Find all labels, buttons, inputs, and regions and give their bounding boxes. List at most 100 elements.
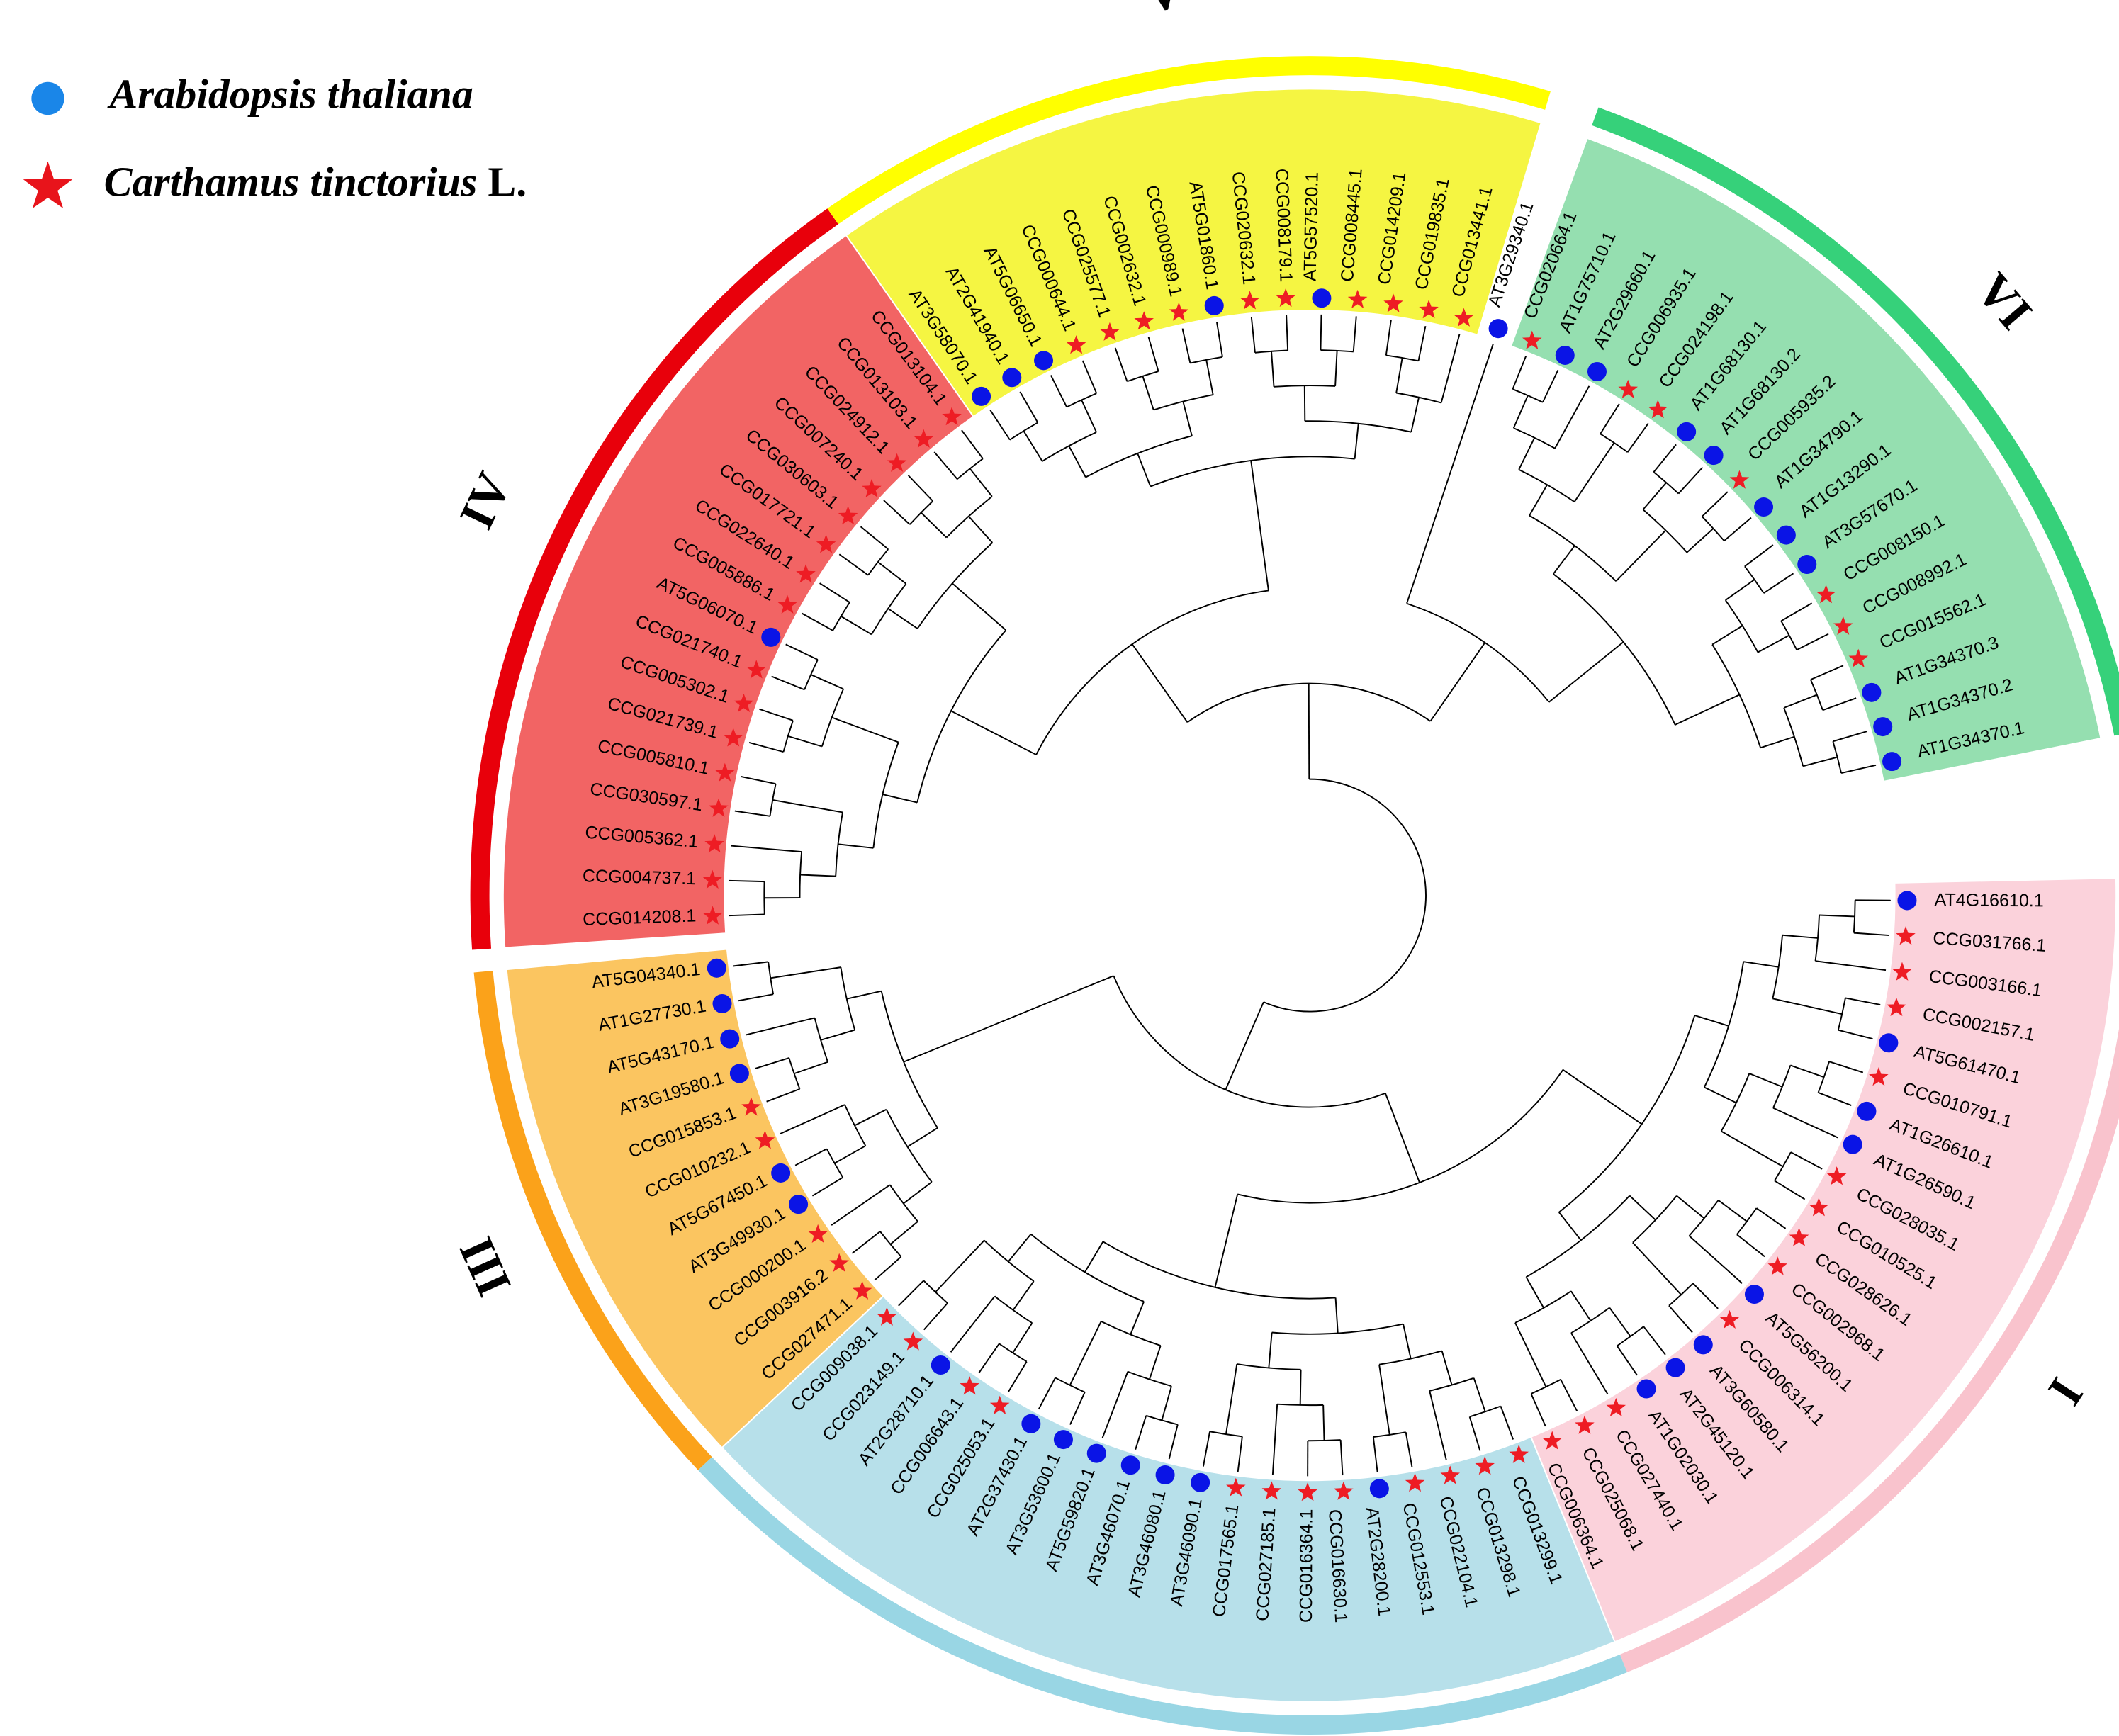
branch [1225, 1001, 1264, 1090]
branch [1760, 735, 1795, 749]
branch [1512, 395, 1529, 429]
carthamus-marker [1816, 585, 1836, 604]
branch [1840, 764, 1877, 774]
branch [1818, 1092, 1852, 1106]
branch [1525, 1276, 1545, 1309]
leaf-label: CCG016364.1 [1296, 1509, 1317, 1623]
branch [1042, 432, 1097, 462]
carthamus-marker [862, 478, 882, 497]
branch [1403, 1324, 1412, 1359]
branch [1668, 1305, 1693, 1334]
carthamus-marker [741, 1097, 761, 1116]
arabidopsis-marker [1879, 1033, 1899, 1053]
branch [1704, 1086, 1737, 1104]
carthamus-marker [960, 1376, 979, 1395]
arabidopsis-marker [1843, 1134, 1862, 1154]
branch [903, 975, 1114, 1063]
branch [1845, 997, 1881, 1005]
branch [772, 799, 843, 813]
carthamus-marker [1100, 322, 1120, 341]
branch [1209, 1431, 1242, 1438]
branch [1609, 1307, 1631, 1337]
branch [810, 674, 844, 690]
arabidopsis-marker [1797, 554, 1817, 574]
branch [994, 1295, 1033, 1324]
branch [1320, 314, 1322, 351]
branch [1385, 320, 1392, 356]
carthamus-marker [1522, 330, 1542, 349]
legend-label: Arabidopsis thaliana [106, 71, 473, 118]
branch [738, 993, 774, 1002]
branch [1101, 1371, 1129, 1438]
carthamus-marker [1542, 1431, 1562, 1450]
branch [969, 468, 993, 497]
branch [1774, 1180, 1806, 1200]
branch [1237, 1436, 1243, 1472]
legend-label: Carthamus tinctorius L. [104, 158, 527, 205]
carthamus-marker [808, 1224, 828, 1243]
branch [883, 500, 911, 525]
arabidopsis-marker [789, 1195, 809, 1214]
branch [1755, 1207, 1787, 1229]
branch [923, 1302, 948, 1331]
legend-authority: L. [488, 158, 527, 205]
branch [1308, 683, 1310, 779]
carthamus-marker [1475, 1456, 1495, 1475]
branch [933, 451, 958, 480]
branch [1225, 1363, 1238, 1435]
branch [1744, 544, 1774, 568]
carthamus-marker [1767, 1256, 1787, 1275]
branch [1271, 351, 1275, 387]
arabidopsis-marker [1587, 362, 1607, 382]
branch [1352, 316, 1357, 352]
branch [841, 615, 872, 636]
branch [1573, 442, 1615, 502]
branch [1114, 347, 1128, 382]
branch [1562, 1069, 1643, 1125]
leaf-label: AT5G57520.1 [1300, 172, 1322, 282]
branch [1286, 315, 1289, 351]
branch [1135, 1415, 1147, 1450]
branch [1548, 641, 1624, 703]
branch [1190, 356, 1223, 364]
clade-band [470, 208, 838, 950]
branch [1339, 1439, 1344, 1476]
branch [1512, 388, 1544, 403]
branch [820, 1029, 855, 1041]
branch [834, 1145, 866, 1164]
branch [1558, 1015, 1696, 1213]
branch [1817, 1061, 1830, 1093]
branch [898, 1280, 924, 1307]
branch [1468, 1416, 1481, 1451]
carthamus-marker [1719, 1309, 1740, 1329]
leaf-label: CCG014208.1 [583, 906, 697, 930]
arabidopsis-marker [1693, 1335, 1713, 1355]
arabidopsis-marker [1555, 345, 1575, 365]
branch [1308, 1439, 1341, 1442]
arabidopsis-marker [1754, 497, 1774, 517]
branch [903, 1181, 933, 1205]
branch [801, 612, 833, 631]
branch [1530, 1393, 1546, 1427]
arabidopsis-marker [729, 1064, 749, 1083]
branch [741, 775, 776, 785]
carthamus-marker [1240, 291, 1260, 310]
branch [1643, 1326, 1666, 1355]
clade-background [1530, 877, 2118, 1643]
legend-circle [31, 81, 64, 115]
branch [1137, 453, 1152, 487]
branch [1354, 423, 1359, 459]
arabidopsis-marker [712, 993, 732, 1013]
branch [1774, 1151, 1792, 1181]
clade-background [721, 1295, 1616, 1703]
branch [1378, 1364, 1390, 1436]
branch [1802, 756, 1838, 767]
branch [1724, 517, 1752, 541]
leaf-label: CCG008179.1 [1271, 168, 1295, 282]
carthamus-marker [709, 798, 729, 817]
branch [1810, 665, 1844, 681]
carthamus-marker [942, 407, 962, 426]
branch [885, 1109, 933, 1183]
branch [1214, 1194, 1239, 1287]
